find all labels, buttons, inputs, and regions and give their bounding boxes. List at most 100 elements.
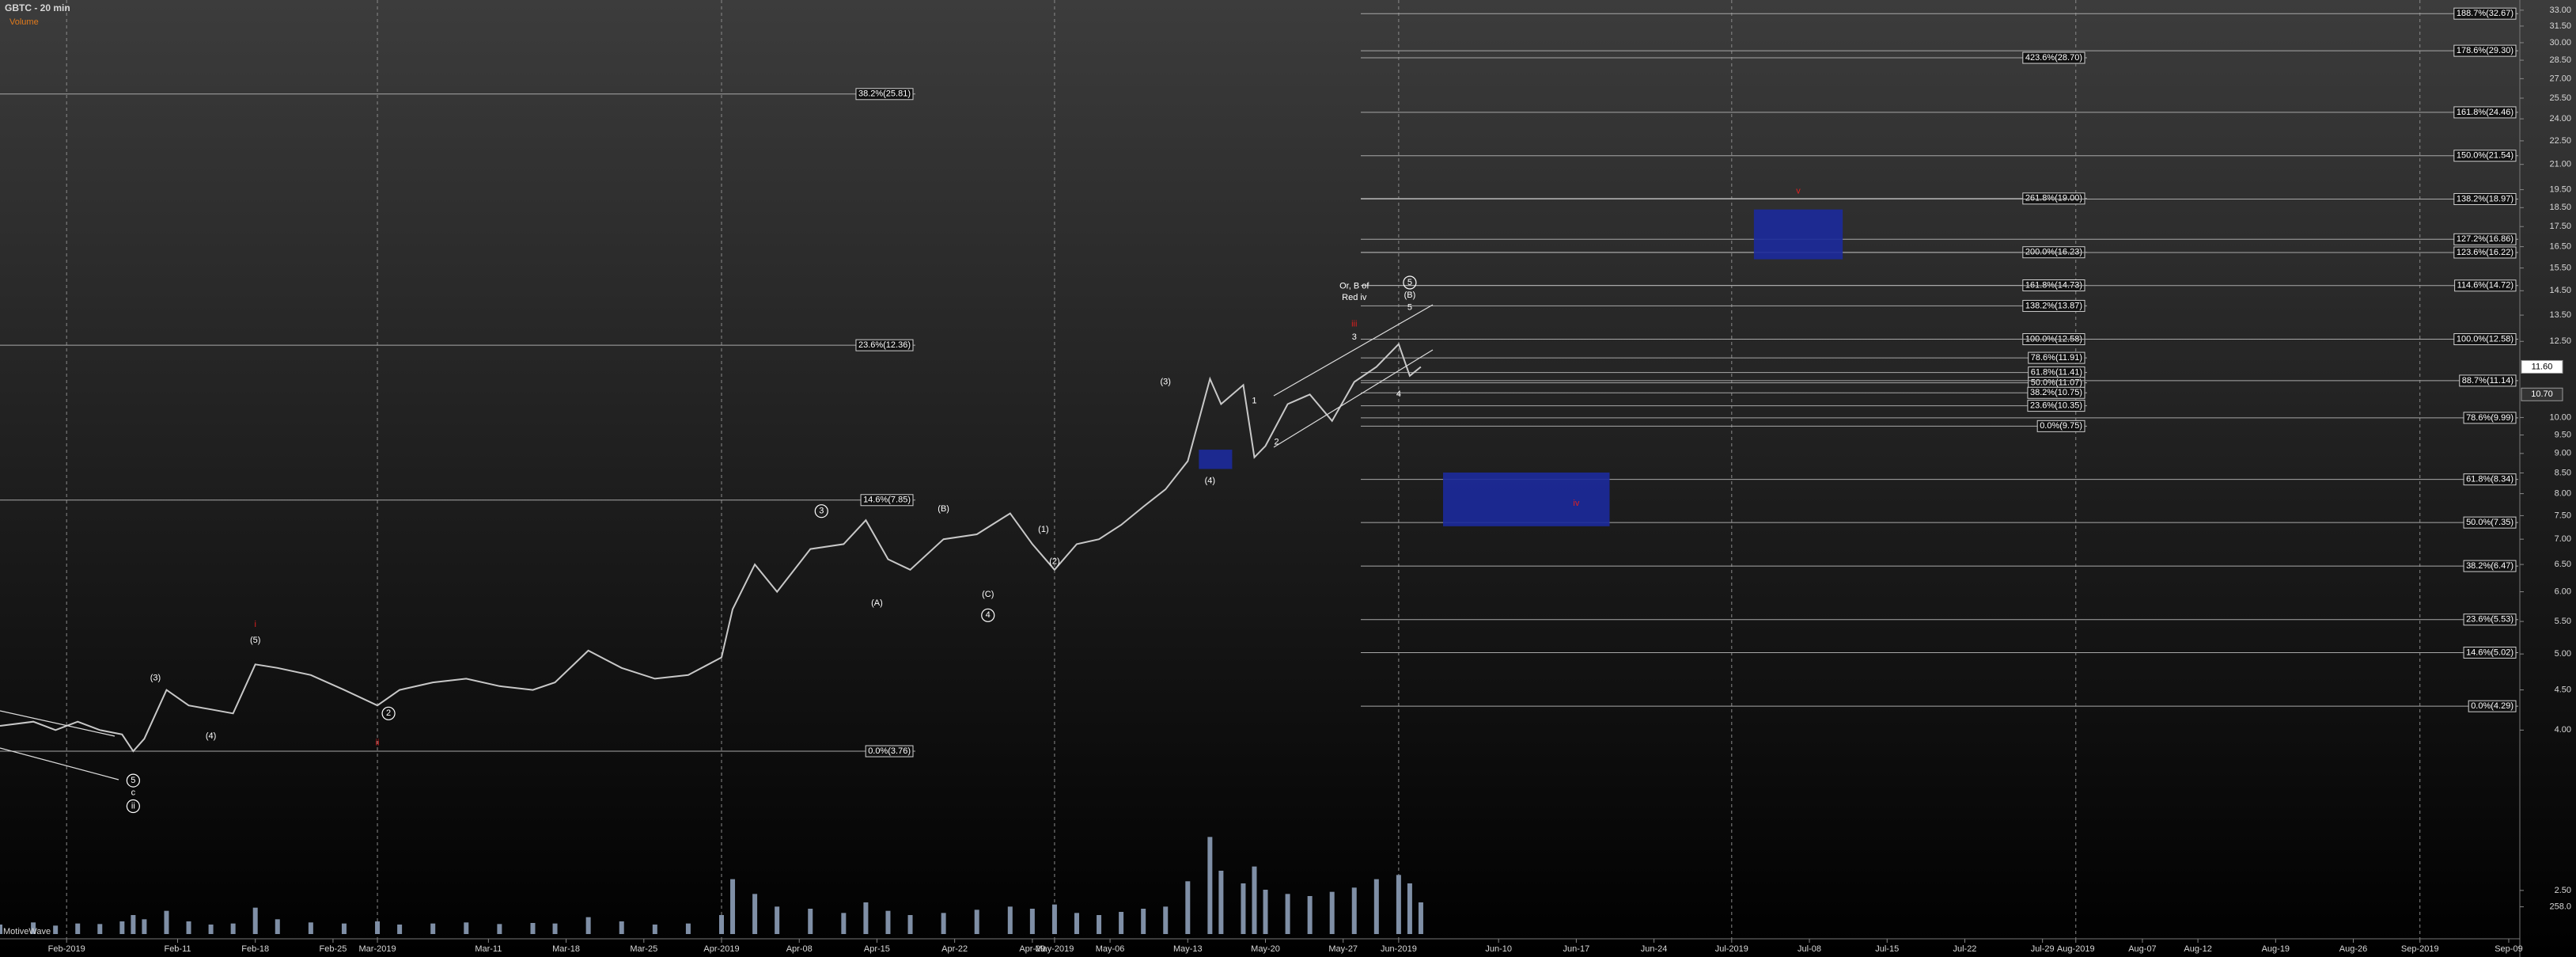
- y-tick-label: 10.00: [2549, 412, 2571, 422]
- volume-bar: [1396, 875, 1401, 934]
- wave-label: (B): [938, 504, 949, 514]
- data-layer: [0, 209, 1843, 934]
- fib-label: 14.6%(7.85): [863, 496, 911, 505]
- volume-bar: [430, 923, 436, 934]
- volume-bar: [730, 879, 736, 934]
- x-tick-label: Jul-15: [1875, 944, 1899, 954]
- y-tick-label: 33.00: [2549, 6, 2571, 15]
- volume-bar: [1185, 881, 1191, 934]
- wave-label: 4: [1396, 389, 1401, 399]
- fib-label-box: [2453, 233, 2517, 245]
- wave-label: v: [1796, 187, 1801, 196]
- fib-label-box: [855, 88, 914, 101]
- volume-bar: [1241, 883, 1246, 934]
- fib-label: 88.7%(11.14): [2462, 376, 2513, 385]
- wave-label: 4: [986, 610, 991, 620]
- wave-circle: [126, 799, 140, 814]
- y-tick-label: 6.00: [2555, 587, 2571, 596]
- wave-label: iii: [1351, 319, 1357, 328]
- y-tick-label: 5.00: [2555, 649, 2571, 659]
- wave-label: 1: [1252, 396, 1256, 405]
- fib-label: 161.8%(24.46): [2457, 108, 2513, 117]
- volume-bar: [119, 921, 125, 934]
- x-tick-label: Apr-08: [786, 944, 813, 954]
- wave-label: (3): [1161, 377, 1171, 386]
- volume-bar: [53, 925, 59, 934]
- x-tick-label: Jul-2019: [1715, 944, 1748, 954]
- x-tick-label: Feb-18: [241, 944, 269, 954]
- channel-line: [0, 747, 119, 780]
- x-tick-label: Jul-22: [1953, 944, 1976, 954]
- x-tick-label: Jul-29: [2031, 944, 2055, 954]
- wave-label: (C): [982, 590, 994, 599]
- fib-label: 423.6%(28.70): [2025, 53, 2082, 63]
- fib-label: 138.2%(13.87): [2025, 301, 2082, 310]
- y-tick-label: 19.50: [2549, 185, 2571, 195]
- volume-bar: [885, 910, 891, 934]
- wave-label: (2): [1049, 557, 1059, 567]
- wave-circle: [1403, 275, 1417, 290]
- wave-circle: [981, 608, 995, 622]
- volume-bar: [75, 923, 81, 934]
- fib-label-box: [2027, 400, 2085, 412]
- x-tick-label: Aug-07: [2128, 944, 2156, 954]
- x-tick-label: Jun-24: [1641, 944, 1668, 954]
- fib-label-box: [2453, 246, 2517, 259]
- wave-label: Red iv: [1342, 293, 1367, 302]
- fib-label: 0.0%(4.29): [2471, 701, 2513, 711]
- x-tick-label: Sep-09: [2495, 944, 2522, 954]
- volume-bar: [808, 909, 813, 934]
- volume-bar: [1307, 896, 1313, 934]
- wave-label: 2: [386, 708, 391, 718]
- volume-bar: [252, 907, 258, 934]
- volume-bar: [1119, 912, 1124, 934]
- fib-label-box: [2453, 44, 2517, 57]
- x-tick-label: Aug-12: [2184, 944, 2211, 954]
- fib-label-box: [865, 745, 914, 758]
- volume-bar: [275, 919, 280, 934]
- wave-label: 5: [1407, 303, 1412, 313]
- fib-label-box: [2463, 646, 2517, 659]
- fib-label: 78.6%(11.91): [2031, 353, 2082, 363]
- volume-bar: [552, 923, 558, 934]
- fib-label: 138.2%(18.97): [2457, 194, 2513, 203]
- fib-label: 114.6%(14.72): [2457, 281, 2513, 291]
- y-tick-label: 15.50: [2549, 263, 2571, 272]
- x-tick-label: Mar-25: [630, 944, 657, 954]
- x-tick-label: Aug-19: [2262, 944, 2290, 954]
- annotation-layer: iiiiiiivv(3)(4)(5)3(A)(B)(C)4(1)(2)(3)(4…: [126, 187, 1801, 814]
- volume-bar: [31, 922, 36, 934]
- x-tick-label: Mar-2019: [359, 944, 396, 954]
- x-tick-label: Apr-15: [864, 944, 890, 954]
- volume-bar: [1007, 906, 1013, 934]
- volume-bar: [1329, 891, 1335, 934]
- y-tick-label: 7.50: [2555, 511, 2571, 520]
- x-tick-label: Mar-11: [475, 944, 502, 954]
- volume-bar: [719, 915, 725, 934]
- fib-label-box: [2463, 560, 2517, 572]
- fib-label: 38.2%(25.81): [858, 89, 911, 99]
- wave-label: 5: [1407, 278, 1412, 287]
- wave-label: c: [131, 788, 136, 797]
- price-line: [0, 342, 1422, 753]
- chart-subtitle: Volume: [9, 17, 39, 27]
- wave-label: 3: [1352, 332, 1357, 342]
- x-tick-label: Feb-25: [319, 944, 347, 954]
- x-tick-label: Feb-11: [164, 944, 191, 954]
- y-tick-label: 4.50: [2555, 685, 2571, 694]
- fib-label-box: [2463, 516, 2517, 529]
- y-tick-label: 16.50: [2549, 242, 2571, 252]
- fib-label: 150.0%(21.54): [2457, 151, 2513, 161]
- wave-label: (5): [250, 636, 260, 645]
- volume-bar: [1207, 837, 1213, 934]
- y-tick-label: 17.50: [2549, 222, 2571, 231]
- fib-label: 38.2%(6.47): [2466, 561, 2513, 571]
- wave-label: (A): [871, 598, 883, 608]
- x-tick-label: Aug-2019: [2057, 944, 2095, 954]
- wave-label: (1): [1038, 525, 1048, 534]
- wave-label: 3: [819, 507, 824, 516]
- y-tick-label: 6.50: [2555, 560, 2571, 569]
- y-tick-label: 25.50: [2549, 93, 2571, 103]
- fib-label-box: [2028, 351, 2085, 364]
